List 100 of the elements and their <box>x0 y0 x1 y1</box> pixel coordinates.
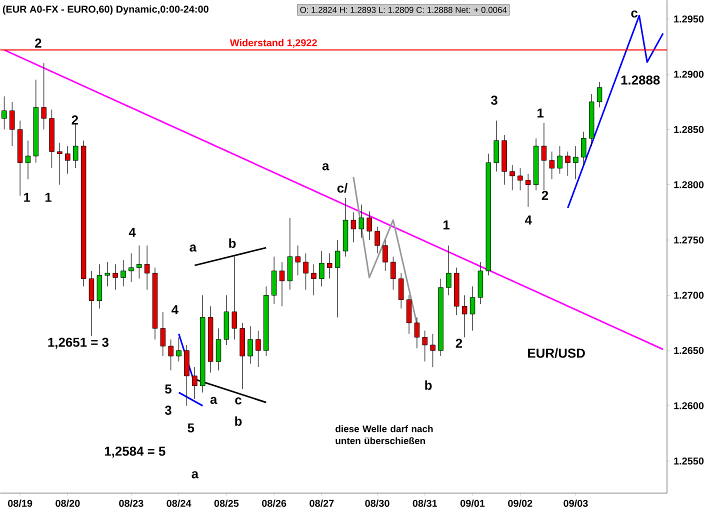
candlestick <box>414 317 420 349</box>
candlestick <box>279 262 285 307</box>
candlestick <box>541 122 547 191</box>
x-tick-label: 09/02 <box>508 500 532 507</box>
candlestick <box>430 334 436 368</box>
candlestick <box>494 120 499 172</box>
annotation: a <box>210 396 218 404</box>
annotation: c <box>235 397 242 404</box>
annotation: c <box>631 10 638 18</box>
y-tick-label: 1.2600 <box>674 402 704 410</box>
candlestick <box>549 151 555 180</box>
candlestick <box>525 173 531 208</box>
candlestick <box>581 131 586 166</box>
annotation: 2 <box>456 338 462 348</box>
annotation: 1 <box>538 108 544 118</box>
annotation: 3 <box>491 96 498 105</box>
chart-title: (EUR A0-FX - EURO,60) Dynamic,0:00-24:00 <box>2 5 208 15</box>
candlestick <box>350 212 356 242</box>
candlestick <box>9 102 15 146</box>
candlestick <box>72 124 78 168</box>
y-tick-label: 1.2750 <box>674 236 704 244</box>
y-tick-label: 1.2800 <box>674 181 704 188</box>
annotation: 2 <box>72 115 78 124</box>
annotation: diese Welle darf nach unten überschießen <box>336 425 433 444</box>
candlestick <box>398 272 404 309</box>
x-tick-label: 08/20 <box>56 500 80 507</box>
candlestick <box>248 326 253 364</box>
candlestick <box>573 146 578 180</box>
candlestick <box>390 256 396 290</box>
x-tick-label: 08/26 <box>262 500 286 507</box>
x-tick-label: 08/23 <box>119 500 144 507</box>
candlestick <box>311 264 316 296</box>
x-tick-label: 08/19 <box>8 500 32 507</box>
candlestick <box>406 294 412 334</box>
x-tick-label: 08/27 <box>310 500 334 507</box>
annotation: 4 <box>524 216 532 224</box>
candlestick <box>112 264 118 290</box>
x-tick-label: 09/03 <box>564 500 588 507</box>
candlestick <box>256 330 261 368</box>
annotation: b <box>235 416 242 426</box>
candlestick <box>596 82 602 108</box>
candlestick <box>144 245 150 290</box>
candlestick <box>366 210 372 240</box>
candlestick <box>120 260 126 287</box>
ref-line-label: Widerstand 1,2922 <box>230 38 317 48</box>
candlestick <box>510 164 515 191</box>
candlestick <box>41 62 46 130</box>
annotation: 1,2584 = 5 <box>104 446 166 458</box>
candlestick <box>565 151 570 176</box>
candlestick <box>319 250 324 287</box>
y-tick-label: 1.2950 <box>674 15 704 22</box>
annotation: 1.2888 <box>621 75 660 85</box>
annotation: a <box>190 244 197 252</box>
annotation: a <box>192 471 199 478</box>
y-tick-label: 1.2900 <box>674 70 704 78</box>
candlestick <box>104 262 110 287</box>
annotation: 2 <box>35 38 42 48</box>
annotation: 1 <box>444 220 450 230</box>
x-tick-label: 08/30 <box>365 500 390 507</box>
y-tick-label: 1.2850 <box>674 126 704 133</box>
candlestick <box>303 252 308 290</box>
annotation: c/ <box>337 183 348 193</box>
annotation: 3 <box>164 406 172 415</box>
y-tick-label: 1.2650 <box>674 346 704 354</box>
candlestick <box>470 286 476 331</box>
y-tick-label: 1.2550 <box>674 457 704 465</box>
annotation: a <box>322 163 330 170</box>
annotation: 4 <box>128 228 136 237</box>
candlestick <box>557 146 562 174</box>
annotation: 1 <box>45 192 52 202</box>
candlestick <box>176 336 182 362</box>
candlestick <box>2 96 7 130</box>
annotation: 2 <box>542 190 548 200</box>
annotation: EUR/USD <box>528 348 585 358</box>
candlestick <box>358 204 364 238</box>
candlestick <box>128 252 134 282</box>
candlestick <box>168 339 174 371</box>
annotation: 5 <box>188 423 194 432</box>
candlestick <box>462 294 468 338</box>
annotation: b <box>425 380 432 390</box>
candlestick <box>327 252 332 279</box>
candlestick <box>422 330 428 362</box>
y-tick-label: 1.2700 <box>674 292 704 299</box>
x-tick-label: 09/01 <box>460 500 485 507</box>
annotation: 4 <box>172 305 178 314</box>
x-tick-label: 08/25 <box>214 500 239 507</box>
candlestick <box>88 270 94 336</box>
candlestick <box>57 142 62 186</box>
candlestick <box>216 328 222 371</box>
candlestick <box>25 140 31 180</box>
candlestick <box>65 146 70 174</box>
candlestick <box>334 240 340 318</box>
x-tick-label: 08/31 <box>412 500 438 507</box>
annotation: 1 <box>24 192 30 202</box>
x-tick-label: 08/24 <box>166 500 192 507</box>
candlestick <box>136 245 142 279</box>
annotation: 5 <box>165 384 172 394</box>
candlestick <box>160 312 166 356</box>
candlestick <box>374 226 380 254</box>
annotation: 1,2651 = 3 <box>48 338 109 349</box>
